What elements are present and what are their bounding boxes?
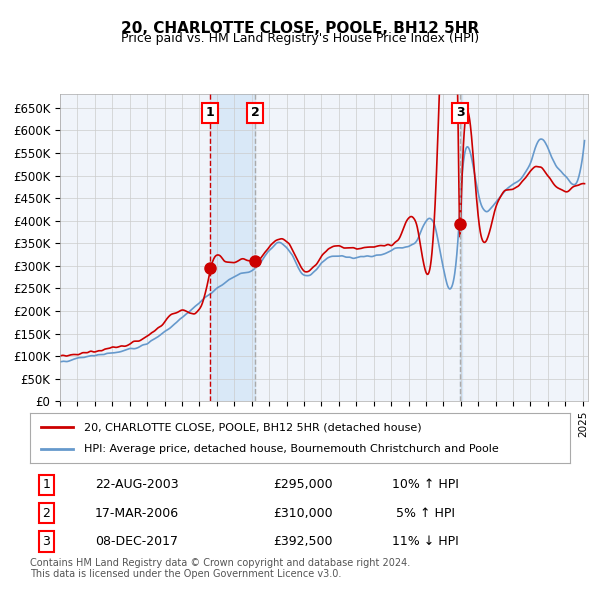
Text: £392,500: £392,500 [273, 535, 332, 548]
Text: 3: 3 [42, 535, 50, 548]
Bar [460, 94, 462, 401]
Text: Price paid vs. HM Land Registry's House Price Index (HPI): Price paid vs. HM Land Registry's House … [121, 32, 479, 45]
Text: 08-DEC-2017: 08-DEC-2017 [95, 535, 178, 548]
Text: 11% ↓ HPI: 11% ↓ HPI [392, 535, 458, 548]
Text: Contains HM Land Registry data © Crown copyright and database right 2024.
This d: Contains HM Land Registry data © Crown c… [30, 558, 410, 579]
Text: £295,000: £295,000 [273, 478, 332, 491]
Text: 2: 2 [251, 106, 260, 119]
Text: 3: 3 [456, 106, 464, 119]
Text: 2: 2 [42, 507, 50, 520]
Text: HPI: Average price, detached house, Bournemouth Christchurch and Poole: HPI: Average price, detached house, Bour… [84, 444, 499, 454]
Text: 10% ↑ HPI: 10% ↑ HPI [392, 478, 458, 491]
Text: 22-AUG-2003: 22-AUG-2003 [95, 478, 178, 491]
Text: 5% ↑ HPI: 5% ↑ HPI [392, 507, 455, 520]
Text: £310,000: £310,000 [273, 507, 332, 520]
Bar [210, 94, 256, 401]
Text: 1: 1 [206, 106, 215, 119]
Text: 20, CHARLOTTE CLOSE, POOLE, BH12 5HR: 20, CHARLOTTE CLOSE, POOLE, BH12 5HR [121, 21, 479, 35]
Text: 1: 1 [42, 478, 50, 491]
Text: 17-MAR-2006: 17-MAR-2006 [95, 507, 179, 520]
Text: 20, CHARLOTTE CLOSE, POOLE, BH12 5HR (detached house): 20, CHARLOTTE CLOSE, POOLE, BH12 5HR (de… [84, 422, 422, 432]
